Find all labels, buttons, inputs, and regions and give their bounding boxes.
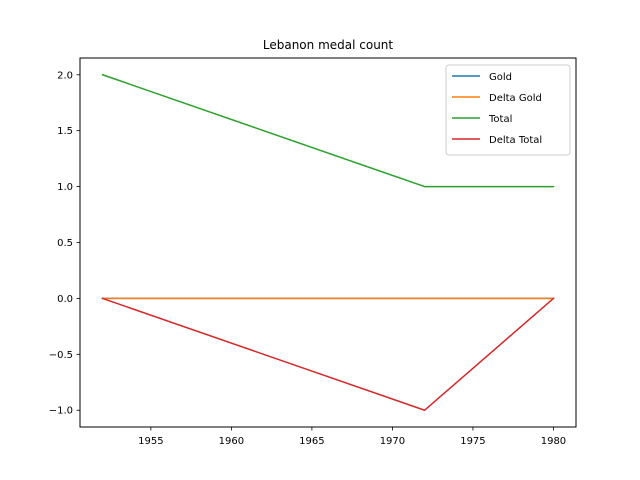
x-tick-label: 1975 [460,436,485,447]
plot-area-frame [79,57,577,428]
legend: Gold Delta Gold Total Delta Total [445,64,571,156]
x-axis: 1955 1960 1965 1970 1975 1980 [138,427,566,447]
y-axis: −1.0 −0.5 0.0 0.5 1.0 1.5 2.0 [49,70,80,417]
chart-title: Lebanon medal count [263,38,394,52]
legend-box [445,64,571,156]
x-tick-label: 1960 [219,436,244,447]
y-tick-label: 1.0 [57,182,73,193]
series-line-4 [101,297,555,411]
x-tick-label: 1980 [541,436,566,447]
y-tick-label: 0.0 [57,294,73,305]
y-tick-label: 2.0 [57,70,73,81]
series-line-3 [101,73,555,188]
legend-label-3: Total [488,114,512,125]
y-tick-label: 1.5 [57,126,73,137]
plot-lines [101,73,555,411]
legend-label-2: Delta Gold [489,93,542,104]
y-tick-label: −0.5 [49,350,73,361]
legend-label-4: Delta Total [489,135,542,146]
x-tick-label: 1970 [380,436,405,447]
legend-label-1: Gold [489,72,512,83]
y-tick-label: 0.5 [57,238,73,249]
y-tick-label: −1.0 [49,406,73,417]
x-tick-label: 1965 [299,436,324,447]
x-tick-label: 1955 [138,436,163,447]
